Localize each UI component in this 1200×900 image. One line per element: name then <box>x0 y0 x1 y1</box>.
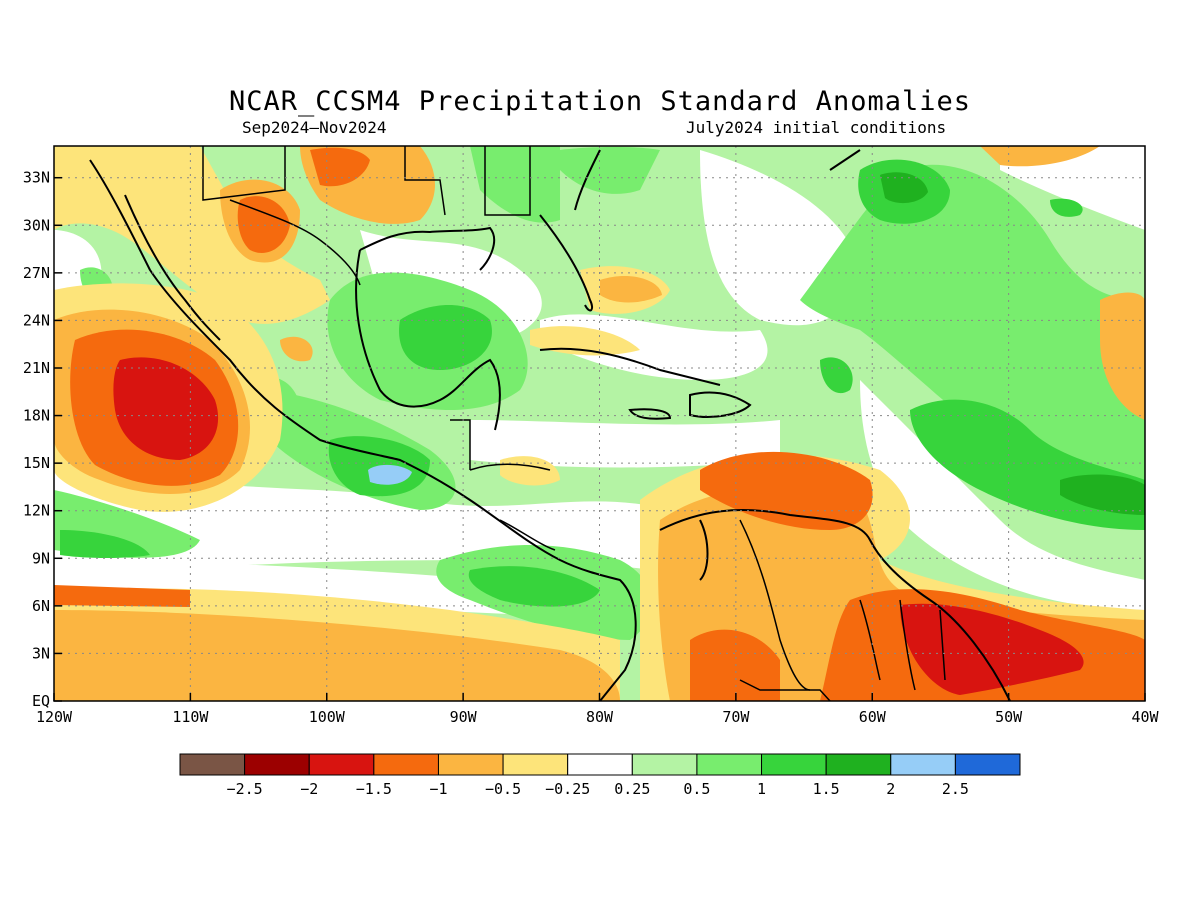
legend-swatch <box>437 753 504 776</box>
legend-label: −2 <box>300 780 318 798</box>
lat-label: 18N <box>23 407 50 425</box>
longitude-labels: 120W 110W 100W 90W 80W 70W 60W 50W 40W <box>36 708 1160 726</box>
legend-swatch <box>696 753 763 776</box>
legend-label: −0.5 <box>485 780 521 798</box>
map-title: NCAR_CCSM4 Precipitation Standard Anomal… <box>229 86 971 117</box>
legend-swatch <box>179 753 246 776</box>
legend-label: −0.25 <box>545 780 590 798</box>
period-label: Sep2024–Nov2024 <box>242 118 387 137</box>
lon-label: 40W <box>1131 708 1159 726</box>
init-conditions-label: July2024 initial conditions <box>686 118 947 137</box>
legend-label: 1 <box>757 780 766 798</box>
anomaly-field <box>54 146 1145 701</box>
coastlines <box>89 149 1011 701</box>
legend-swatch <box>890 753 956 776</box>
lon-label: 50W <box>995 708 1023 726</box>
lat-label: 33N <box>23 169 50 187</box>
legend-label: 2 <box>886 780 895 798</box>
color-legend <box>179 753 1021 776</box>
legend-swatch <box>373 753 439 776</box>
lat-label: 12N <box>23 502 50 520</box>
lat-label: 27N <box>23 264 50 282</box>
legend-labels: −2.5 −2 −1.5 −1 −0.5 −0.25 0.25 0.5 1 1.5 2 2.5 <box>227 780 969 798</box>
lon-label: 80W <box>586 708 614 726</box>
legend-label: 0.25 <box>614 780 650 798</box>
legend-label: −1 <box>429 780 447 798</box>
lon-label: 70W <box>722 708 750 726</box>
lon-label: 120W <box>36 708 73 726</box>
legend-swatch <box>954 753 1021 776</box>
lat-label: 21N <box>23 359 50 377</box>
latitude-labels: EQ 3N 6N 9N 12N 15N 18N 21N 24N 27N 30N 33N <box>23 169 50 710</box>
legend-swatch <box>244 753 310 776</box>
lat-label: 6N <box>32 597 50 615</box>
legend-swatch <box>502 753 569 776</box>
lat-label: 15N <box>23 454 50 472</box>
lon-label: 60W <box>859 708 887 726</box>
lat-label: 9N <box>32 549 50 567</box>
legend-label: 0.5 <box>683 780 710 798</box>
lon-label: 110W <box>172 708 209 726</box>
legend-label: −2.5 <box>227 780 263 798</box>
political-borders <box>202 146 946 701</box>
lon-label: 90W <box>450 708 478 726</box>
axis-ticks <box>53 176 1146 702</box>
legend-swatch <box>308 753 375 776</box>
legend-swatch <box>761 753 827 776</box>
legend-swatch <box>567 753 633 776</box>
legend-label: 2.5 <box>942 780 969 798</box>
legend-label: −1.5 <box>356 780 392 798</box>
lat-label: 3N <box>32 644 50 662</box>
lat-label: 24N <box>23 311 50 329</box>
legend-swatch <box>631 753 698 776</box>
legend-label: 1.5 <box>813 780 840 798</box>
graticule <box>54 146 1145 701</box>
lon-label: 100W <box>309 708 346 726</box>
legend-swatch <box>825 753 892 776</box>
lat-label: 30N <box>23 216 50 234</box>
lat-label: EQ <box>32 692 50 710</box>
